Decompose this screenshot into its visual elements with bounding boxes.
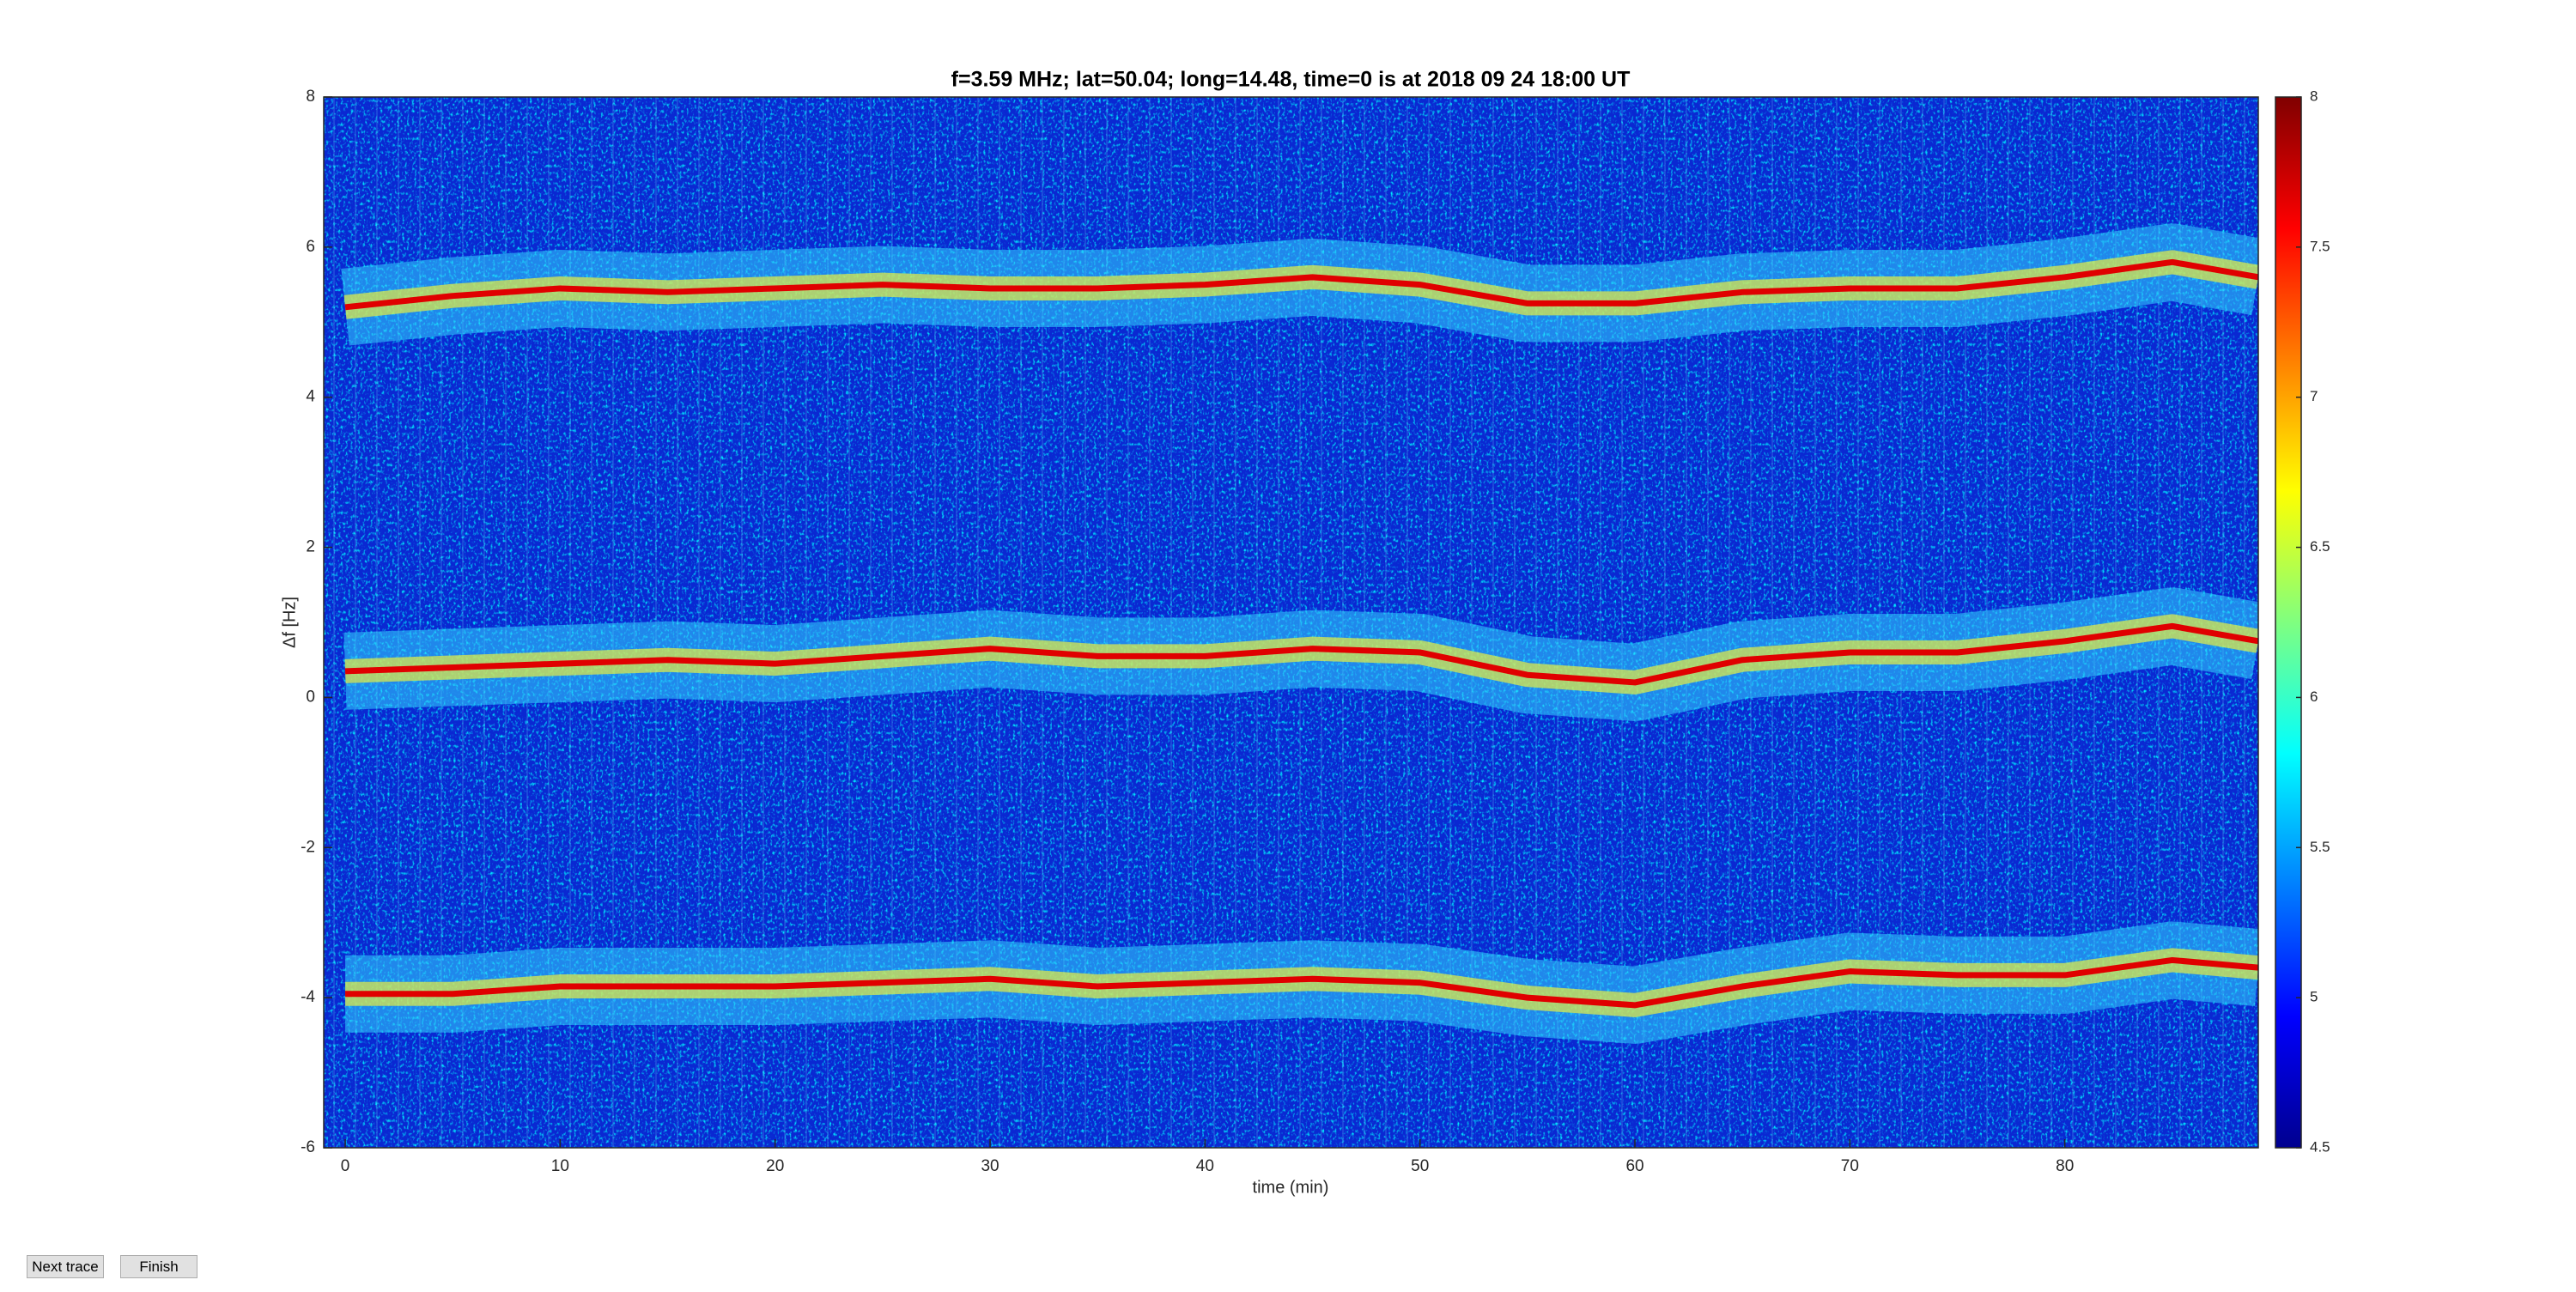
y-tick-label: 0 [306,688,315,706]
x-tick-label: 60 [1625,1157,1643,1175]
y-tick-label: -6 [301,1138,315,1156]
colorbar-tick-label: 6.5 [2310,538,2330,555]
colorbar-tick-label: 8 [2310,88,2318,104]
x-axis-label: time (min) [1253,1178,1329,1197]
y-tick-label: -2 [301,838,315,856]
colorbar-tick-label: 7.5 [2310,238,2330,254]
axes-box [323,96,2259,1149]
x-tick-label: 30 [981,1157,999,1175]
button[interactable]: Finish [120,1255,197,1278]
plot-area [324,97,2258,1148]
x-tick-label: 0 [341,1157,350,1175]
x-tick-label: 70 [1841,1157,1859,1175]
y-tick-label: -4 [301,988,315,1006]
colorbar-tick-label: 6 [2310,688,2318,705]
colorbar-tick-label: 4.5 [2310,1138,2330,1155]
trace-line [344,622,2258,686]
y-tick-label: 8 [306,88,315,106]
x-tick-label: 20 [766,1157,784,1175]
y-tick-label: 2 [306,538,315,556]
x-tick-label: 10 [551,1157,569,1175]
y-tick-label: 4 [306,388,315,406]
y-tick-label: 6 [306,238,315,256]
y-axis-label: Δf [Hz] [280,597,299,648]
x-tick-label: 50 [1411,1157,1429,1175]
figure: f=3.59 MHz; lat=50.04; long=14.48, time=… [280,68,2330,1198]
colorbar-tick-label: 7 [2310,388,2318,404]
button[interactable]: Next trace [27,1255,104,1278]
colorbar-tick-label: 5 [2310,989,2318,1005]
trace-line [344,258,2258,311]
colorbar [2275,96,2302,1149]
chart-title: f=3.59 MHz; lat=50.04; long=14.48, time=… [951,68,1631,92]
x-tick-label: 80 [2056,1157,2074,1175]
colorbar-tick-label: 5.5 [2310,839,2330,855]
x-tick-label: 40 [1196,1157,1214,1175]
trace-line [345,956,2258,1009]
